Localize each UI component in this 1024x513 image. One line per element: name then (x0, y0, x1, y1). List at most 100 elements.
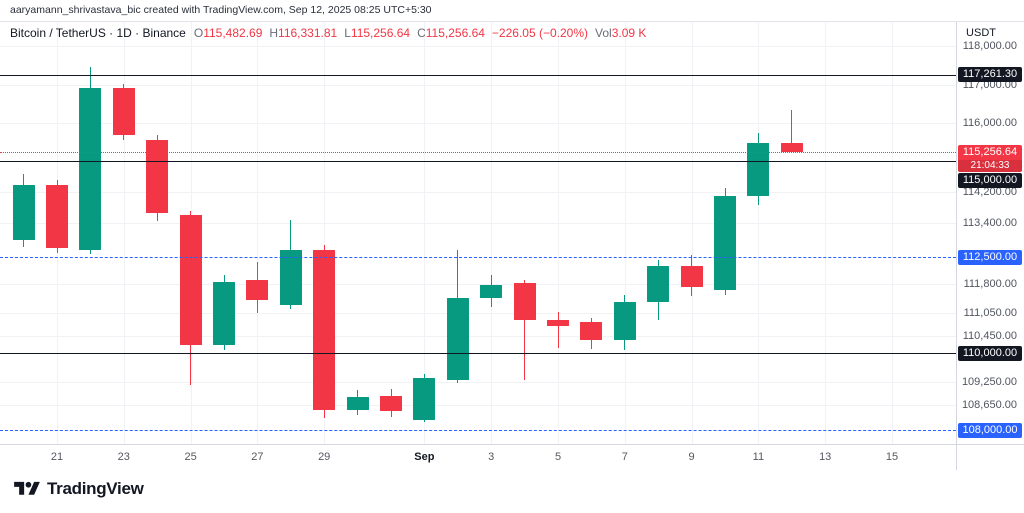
volume: Vol3.09 K (595, 26, 646, 40)
time-gridline (624, 22, 626, 444)
candle-body (780, 142, 803, 152)
candle-body (12, 185, 35, 241)
candle-body (747, 142, 770, 197)
time-gridline (691, 22, 693, 444)
price-axis-label: 118,000.00 (962, 40, 1017, 53)
close-value: 115,256.64 (425, 26, 485, 40)
price-level-line[interactable] (0, 74, 956, 76)
price-gridline (0, 313, 956, 315)
price-gridline (0, 222, 956, 224)
time-gridline (123, 22, 125, 444)
time-axis-label: 5 (554, 451, 562, 463)
price-gridline (0, 405, 956, 407)
price-gridline (0, 122, 956, 124)
time-axis-label: 29 (318, 451, 331, 463)
candle-body (413, 378, 436, 420)
candle-body (146, 140, 169, 213)
volume-label: Vol (595, 26, 612, 40)
price-level-line[interactable] (0, 353, 956, 355)
candle-wick (791, 110, 793, 152)
time-axis-label: 9 (688, 451, 695, 463)
price-level-badge: 112,500.00 (958, 249, 1022, 265)
price-axis-label: 111,050.00 (963, 307, 1017, 320)
change-value: −226.05 (−0.20%) (491, 26, 588, 40)
time-axis-label: 23 (117, 451, 130, 463)
time-axis-label: 25 (184, 451, 197, 463)
last-price-badge: 115,256.64 21:04:33 (958, 144, 1022, 172)
candle-body (480, 285, 503, 299)
price-axis-label: 114,200.00 (962, 186, 1017, 199)
ohlc-high: H116,331.81 (269, 26, 337, 40)
high-value: 116,331.81 (278, 26, 338, 40)
symbol-info-bar: Bitcoin / TetherUS · 1D · Binance O115,4… (10, 26, 653, 40)
candle-body (112, 88, 135, 136)
open-value: 115,482.69 (203, 26, 263, 40)
price-axis-label: 111,800.00 (963, 278, 1017, 291)
time-gridline (758, 22, 760, 444)
candle-body (46, 185, 68, 249)
price-level-badge: 108,000.00 (958, 422, 1022, 438)
tradingview-logo-icon (14, 481, 40, 495)
candle-body (179, 215, 202, 346)
price-gridline (0, 192, 956, 194)
attribution-text: aaryamann_shrivastava_bic created with T… (10, 4, 432, 16)
candle-body (213, 281, 235, 346)
close-label: C (417, 26, 426, 40)
ohlc-low: L115,256.64 (344, 26, 410, 40)
candle-body (446, 298, 469, 381)
volume-value: 3.09 K (611, 26, 647, 40)
price-gridline (0, 46, 956, 48)
time-axis-label: 15 (885, 451, 899, 463)
price-gridline (0, 382, 956, 384)
time-gridline (491, 22, 493, 444)
time-gridline (257, 22, 259, 444)
attribution-bar: aaryamann_shrivastava_bic created with T… (0, 0, 1024, 22)
candle-body (246, 280, 269, 300)
price-axis[interactable]: 118,000.00 117,000.00 116,000.00 114,200.00… (956, 22, 1024, 470)
price-level-line[interactable] (0, 430, 956, 432)
open-label: O (193, 26, 204, 40)
price-level-line[interactable] (0, 161, 956, 163)
time-gridline (825, 22, 827, 444)
candle-body (279, 250, 302, 305)
time-axis-label: 3 (488, 451, 495, 463)
candle-body (647, 266, 670, 303)
price-axis-label: 109,250.00 (961, 376, 1017, 389)
ohlc-close: C115,256.64 (417, 26, 485, 40)
low-label: L (344, 26, 351, 40)
candle-body (613, 302, 636, 341)
time-axis[interactable]: 21 23 25 27 29 Sep 3 5 7 9 11 13 15 (0, 444, 1024, 470)
tradingview-logo[interactable]: TradingView (14, 479, 144, 499)
time-axis-label: 7 (621, 451, 628, 463)
quote-currency-label: USDT (966, 27, 996, 39)
candle-body (580, 321, 603, 341)
last-price-line (0, 151, 956, 153)
price-level-line[interactable] (0, 257, 956, 259)
price-gridline (0, 336, 956, 338)
time-axis-label: 27 (251, 451, 264, 463)
candle-body (380, 395, 402, 411)
low-value: 115,256.64 (350, 26, 411, 40)
time-axis-label: 11 (752, 451, 765, 463)
candle-body (513, 283, 536, 320)
symbol-title[interactable]: Bitcoin / TetherUS · 1D · Binance (10, 26, 186, 40)
price-axis-label: 113,400.00 (962, 216, 1017, 229)
price-gridline (0, 284, 956, 286)
candle-body (547, 319, 569, 327)
price-gridline (0, 84, 956, 86)
price-level-badge: 110,000.00 (958, 345, 1022, 361)
time-axis-label: 13 (819, 451, 832, 463)
time-gridline (424, 22, 426, 444)
price-level-badge: 115,000.00 (958, 172, 1022, 188)
time-gridline (558, 22, 559, 444)
countdown-timer: 21:04:33 (958, 159, 1022, 172)
time-axis-label: Sep (414, 451, 435, 463)
price-level-badge: 117,261.30 (958, 67, 1022, 83)
candle-wick (557, 311, 559, 348)
price-axis-label: 116,000.00 (962, 116, 1017, 129)
plot-area[interactable] (0, 22, 956, 444)
time-axis-label: 21 (50, 451, 64, 463)
candle-body (680, 266, 703, 288)
time-gridline (324, 22, 326, 444)
